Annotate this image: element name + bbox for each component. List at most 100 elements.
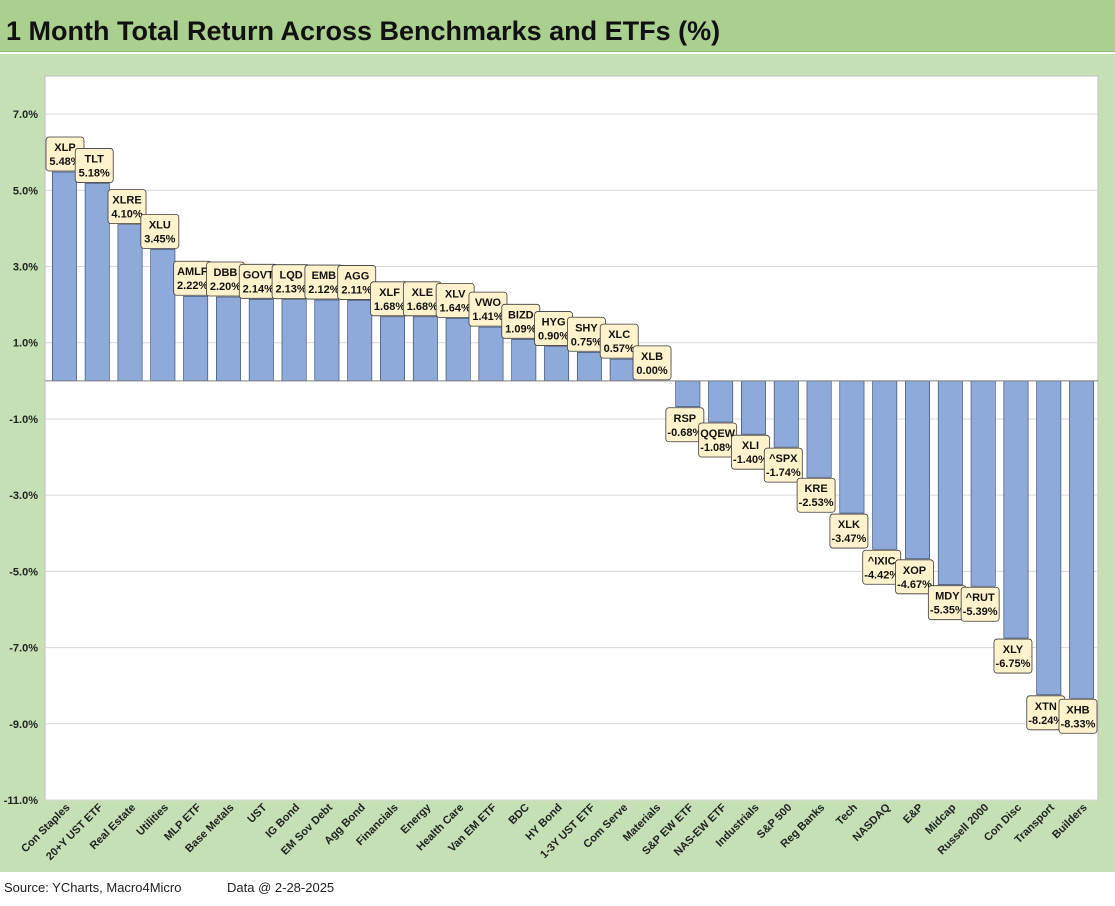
- value-label: 5.48%: [49, 156, 80, 168]
- bar: [314, 299, 340, 382]
- bar: [150, 249, 176, 382]
- ticker-label: GOVT: [243, 269, 274, 281]
- value-label: -1.74%: [766, 467, 801, 479]
- value-label: 5.18%: [79, 167, 110, 179]
- value-label: -0.68%: [667, 427, 702, 439]
- value-label: -6.75%: [996, 658, 1031, 670]
- y-tick-label: -5.0%: [9, 566, 38, 578]
- ticker-label: ^SPX: [769, 453, 798, 465]
- y-tick-label: 7.0%: [13, 109, 38, 121]
- title-bar: 1 Month Total Return Across Benchmarks a…: [0, 0, 1115, 52]
- y-tick-label: -11.0%: [4, 795, 38, 807]
- ticker-label: XOP: [903, 565, 926, 577]
- data-label-box: [107, 189, 147, 225]
- ticker-label: BIZD: [508, 309, 534, 321]
- ticker-label: LQD: [279, 270, 302, 282]
- ticker-label: XLC: [608, 329, 630, 341]
- ticker-label: KRE: [804, 483, 827, 495]
- data-date-note: Data @ 2-28-2025: [227, 880, 335, 895]
- ticker-label: XLI: [742, 440, 759, 452]
- bar: [412, 316, 438, 382]
- ticker-label: DBB: [214, 267, 238, 279]
- x-category-label: E&P: [901, 802, 925, 826]
- bar: [773, 380, 799, 448]
- footer: Source: YCharts, Macro4Micro Data @ 2-28…: [4, 878, 1104, 900]
- bar: [281, 299, 307, 382]
- x-category-label: 20+Y UST ETF: [44, 801, 105, 862]
- bar: [675, 380, 701, 408]
- value-label: 0.57%: [604, 343, 635, 355]
- bar: [511, 339, 537, 382]
- value-label: 2.20%: [210, 281, 241, 293]
- data-label-box: [796, 477, 836, 513]
- ticker-label: XLU: [149, 219, 171, 231]
- bar: [937, 380, 963, 586]
- ticker-label: SHY: [575, 322, 598, 334]
- value-label: -5.39%: [963, 606, 998, 618]
- x-category-label: Builders: [1050, 802, 1090, 842]
- ticker-label: ^IXIC: [868, 555, 896, 567]
- value-label: 1.64%: [440, 302, 471, 314]
- ticker-label: QQEW: [700, 428, 735, 440]
- ticker-label: XLRE: [112, 195, 141, 207]
- bar: [576, 351, 602, 382]
- data-label-box: [632, 345, 672, 381]
- data-label-box: [829, 513, 869, 549]
- data-label-box: [960, 586, 1000, 622]
- ticker-label: XLY: [1003, 644, 1024, 656]
- bar: [380, 316, 405, 382]
- ticker-label: XLE: [412, 287, 433, 299]
- ticker-label: TLT: [85, 153, 105, 165]
- y-tick-label: -7.0%: [9, 643, 38, 655]
- bar: [609, 358, 635, 382]
- value-label: 1.41%: [472, 311, 503, 323]
- ticker-label: ^RUT: [966, 592, 995, 604]
- value-label: 1.68%: [374, 301, 405, 313]
- bar: [248, 298, 274, 382]
- ticker-label: AGG: [344, 270, 369, 282]
- bar: [970, 380, 996, 587]
- x-category-label: BDC: [507, 802, 532, 827]
- bar: [872, 380, 898, 550]
- y-tick-label: 1.0%: [13, 338, 38, 350]
- y-tick-label: 5.0%: [13, 185, 38, 197]
- bar: [741, 380, 766, 435]
- ticker-label: XHB: [1066, 704, 1089, 716]
- data-label-box: [1058, 698, 1098, 734]
- ticker-label: XLV: [445, 288, 466, 300]
- x-category-label: UST: [245, 801, 269, 825]
- value-label: 2.12%: [308, 284, 339, 296]
- value-label: -1.40%: [733, 454, 768, 466]
- data-label-box: [895, 559, 934, 595]
- bar: [905, 380, 930, 560]
- value-label: -2.53%: [799, 497, 834, 509]
- x-category-label: Tech: [834, 801, 860, 827]
- ticker-label: XTN: [1035, 701, 1057, 713]
- value-label: 3.45%: [144, 233, 175, 245]
- value-label: 1.09%: [505, 323, 536, 335]
- y-tick-label: -9.0%: [9, 719, 38, 731]
- data-label-box: [763, 447, 803, 483]
- value-label: -3.47%: [831, 533, 866, 545]
- bar: [1003, 380, 1029, 639]
- bar: [84, 183, 110, 382]
- value-label: -8.33%: [1061, 718, 1096, 730]
- ticker-label: MDY: [935, 591, 960, 603]
- data-label-box: [993, 638, 1033, 674]
- ticker-label: XLB: [641, 351, 663, 363]
- value-label: 2.22%: [177, 280, 208, 292]
- bar: [1036, 380, 1062, 696]
- data-label-box: [599, 323, 639, 359]
- value-label: -4.67%: [897, 579, 932, 591]
- value-label: 4.10%: [111, 209, 142, 221]
- bar: [839, 380, 865, 514]
- y-tick-label: -1.0%: [9, 414, 38, 426]
- ticker-label: XLK: [838, 519, 860, 531]
- value-label: -4.42%: [864, 569, 899, 581]
- data-label-box: [74, 148, 114, 183]
- value-label: 2.14%: [243, 283, 274, 295]
- y-tick-label: 3.0%: [13, 262, 38, 274]
- bar: [216, 296, 241, 382]
- bar: [183, 295, 209, 382]
- value-label: 1.68%: [407, 301, 438, 313]
